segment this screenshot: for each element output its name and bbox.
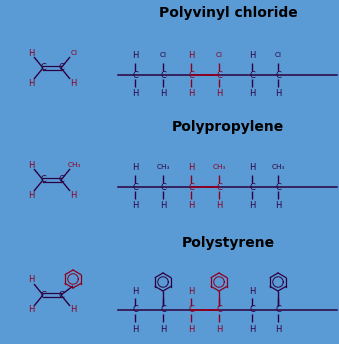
Text: C: C <box>58 64 64 73</box>
Text: CH₃: CH₃ <box>67 162 81 168</box>
Text: C: C <box>275 183 281 192</box>
Text: Cl: Cl <box>216 52 222 58</box>
Text: C: C <box>275 305 281 314</box>
Text: CH₃: CH₃ <box>271 164 285 170</box>
Text: H: H <box>216 89 222 98</box>
Text: C: C <box>132 183 138 192</box>
Text: Cl: Cl <box>71 50 78 56</box>
Text: C: C <box>160 305 166 314</box>
Text: H: H <box>132 287 138 295</box>
Text: H: H <box>28 78 34 87</box>
Text: C: C <box>249 71 255 79</box>
Text: H: H <box>28 305 34 314</box>
Text: H: H <box>132 89 138 98</box>
Text: Polyvinyl chloride: Polyvinyl chloride <box>159 6 297 20</box>
Text: H: H <box>132 163 138 172</box>
Text: H: H <box>160 89 166 98</box>
Text: H: H <box>70 191 76 200</box>
Text: H: H <box>28 161 34 170</box>
Text: C: C <box>40 290 46 300</box>
Text: Cl: Cl <box>275 52 281 58</box>
Text: C: C <box>216 71 222 79</box>
Text: H: H <box>249 287 255 295</box>
Text: C: C <box>132 71 138 79</box>
Text: C: C <box>216 305 222 314</box>
Text: H: H <box>28 49 34 57</box>
Text: C: C <box>249 305 255 314</box>
Text: C: C <box>216 183 222 192</box>
Text: Polypropylene: Polypropylene <box>172 120 284 134</box>
Text: Cl: Cl <box>160 52 166 58</box>
Text: C: C <box>40 175 46 184</box>
Text: H: H <box>132 324 138 333</box>
Text: H: H <box>188 89 194 98</box>
Text: H: H <box>188 163 194 172</box>
Text: H: H <box>28 191 34 200</box>
Text: H: H <box>275 324 281 333</box>
Text: H: H <box>160 202 166 211</box>
Text: H: H <box>216 324 222 333</box>
Text: H: H <box>249 89 255 98</box>
Text: H: H <box>275 89 281 98</box>
Text: C: C <box>160 71 166 79</box>
Text: C: C <box>249 183 255 192</box>
Text: C: C <box>58 290 64 300</box>
Text: H: H <box>216 202 222 211</box>
Text: Polystyrene: Polystyrene <box>181 236 275 250</box>
Text: H: H <box>160 324 166 333</box>
Text: H: H <box>188 324 194 333</box>
Text: C: C <box>188 183 194 192</box>
Text: H: H <box>249 324 255 333</box>
Text: C: C <box>188 71 194 79</box>
Text: C: C <box>275 71 281 79</box>
Text: H: H <box>275 202 281 211</box>
Text: CH₃: CH₃ <box>212 164 226 170</box>
Text: H: H <box>28 276 34 284</box>
Text: H: H <box>132 52 138 61</box>
Text: C: C <box>58 175 64 184</box>
Text: H: H <box>249 52 255 61</box>
Text: C: C <box>188 305 194 314</box>
Text: H: H <box>70 78 76 87</box>
Text: C: C <box>160 183 166 192</box>
Text: H: H <box>132 202 138 211</box>
Text: H: H <box>188 202 194 211</box>
Text: H: H <box>249 163 255 172</box>
Text: H: H <box>70 305 76 314</box>
Text: C: C <box>132 305 138 314</box>
Text: H: H <box>188 287 194 295</box>
Text: C: C <box>40 64 46 73</box>
Text: H: H <box>188 52 194 61</box>
Text: CH₃: CH₃ <box>156 164 170 170</box>
Text: H: H <box>249 202 255 211</box>
